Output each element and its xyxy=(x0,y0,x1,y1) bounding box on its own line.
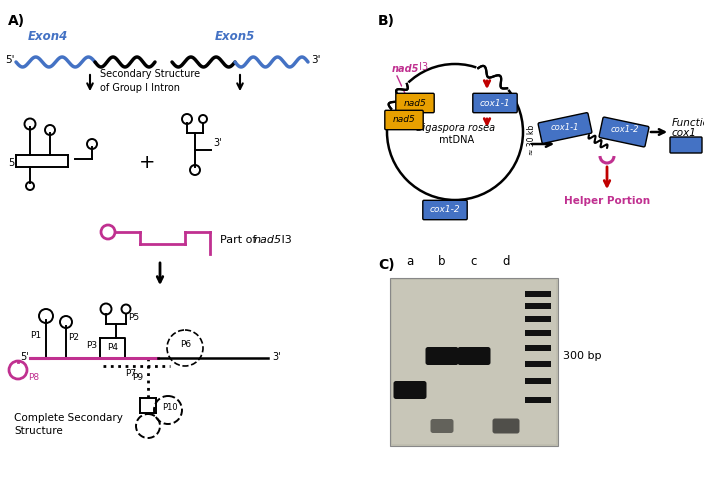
Text: P8: P8 xyxy=(28,373,39,382)
Text: P3: P3 xyxy=(86,341,97,350)
Text: cox1: cox1 xyxy=(672,128,697,138)
Text: 5': 5' xyxy=(8,158,17,168)
Bar xyxy=(525,316,551,322)
Bar xyxy=(525,361,551,367)
FancyBboxPatch shape xyxy=(473,93,517,113)
Bar xyxy=(525,303,551,309)
Text: c: c xyxy=(471,255,477,268)
Text: cox1-1: cox1-1 xyxy=(479,98,510,108)
Bar xyxy=(525,291,551,297)
Bar xyxy=(525,345,551,351)
Text: cox1-2: cox1-2 xyxy=(611,125,639,134)
Text: Helper Portion: Helper Portion xyxy=(564,196,650,206)
FancyBboxPatch shape xyxy=(458,347,491,365)
Text: b: b xyxy=(439,255,446,268)
Bar xyxy=(525,378,551,384)
FancyBboxPatch shape xyxy=(599,117,649,147)
Text: a: a xyxy=(406,255,414,268)
Text: P4: P4 xyxy=(107,344,118,352)
Bar xyxy=(392,280,556,444)
Text: Exon4: Exon4 xyxy=(28,30,68,43)
Text: mtDNA: mtDNA xyxy=(436,135,474,145)
Text: 3': 3' xyxy=(311,55,320,65)
Text: Gigaspora rosea: Gigaspora rosea xyxy=(415,123,495,133)
FancyBboxPatch shape xyxy=(394,381,427,399)
FancyBboxPatch shape xyxy=(425,347,458,365)
Text: I3: I3 xyxy=(416,62,428,72)
Bar xyxy=(525,397,551,403)
Text: A): A) xyxy=(8,14,25,28)
Text: 5': 5' xyxy=(5,55,15,65)
Text: nad5: nad5 xyxy=(403,98,427,108)
Text: 300 bp: 300 bp xyxy=(563,351,601,361)
Text: P7: P7 xyxy=(125,369,136,378)
Text: P1: P1 xyxy=(30,331,41,340)
Text: 3': 3' xyxy=(272,352,281,362)
Text: Part of: Part of xyxy=(220,235,260,245)
FancyBboxPatch shape xyxy=(396,93,434,113)
Text: I3: I3 xyxy=(278,235,291,245)
Bar xyxy=(390,278,558,446)
FancyBboxPatch shape xyxy=(538,113,592,144)
Text: d: d xyxy=(502,255,510,268)
Text: nad5: nad5 xyxy=(254,235,282,245)
Text: P6: P6 xyxy=(180,340,191,349)
Text: P5: P5 xyxy=(128,313,139,322)
FancyBboxPatch shape xyxy=(385,110,423,130)
Text: nad5: nad5 xyxy=(392,64,420,74)
Text: Functional: Functional xyxy=(672,118,704,128)
Text: B): B) xyxy=(378,14,395,28)
Bar xyxy=(525,330,551,336)
Text: nad5: nad5 xyxy=(393,116,415,124)
FancyBboxPatch shape xyxy=(431,419,453,433)
Text: Exon5: Exon5 xyxy=(215,30,256,43)
FancyBboxPatch shape xyxy=(493,419,520,433)
Text: cox1-1: cox1-1 xyxy=(551,123,579,132)
Text: 3': 3' xyxy=(213,138,222,148)
Text: C): C) xyxy=(378,258,395,272)
Text: 5': 5' xyxy=(20,352,29,362)
Text: P9: P9 xyxy=(132,373,143,382)
Text: cox1-2: cox1-2 xyxy=(429,205,460,215)
Text: Complete Secondary
Structure: Complete Secondary Structure xyxy=(14,413,123,436)
Text: P10: P10 xyxy=(162,404,178,412)
FancyBboxPatch shape xyxy=(423,200,467,220)
FancyBboxPatch shape xyxy=(670,137,702,153)
Text: Secondary Structure
of Group I Intron: Secondary Structure of Group I Intron xyxy=(100,70,200,93)
Text: ≈ 30 kb: ≈ 30 kb xyxy=(527,125,536,155)
Text: +: + xyxy=(139,154,156,172)
Text: P2: P2 xyxy=(68,333,79,342)
